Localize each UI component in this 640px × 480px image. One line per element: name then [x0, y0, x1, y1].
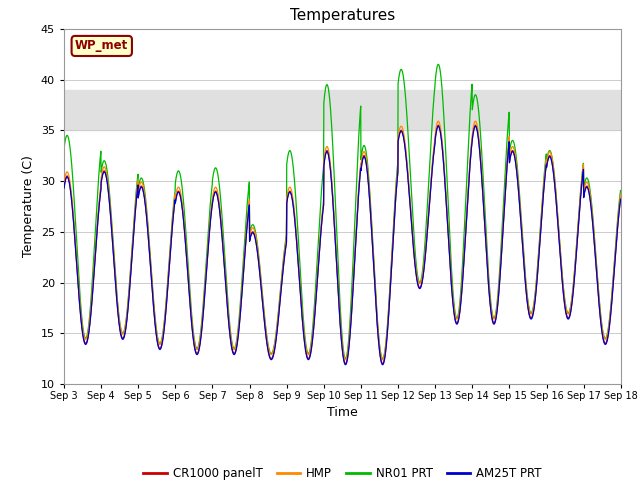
- Text: WP_met: WP_met: [75, 39, 129, 52]
- Bar: [64, 90, 621, 130]
- Legend: CR1000 panelT, HMP, NR01 PRT, AM25T PRT: CR1000 panelT, HMP, NR01 PRT, AM25T PRT: [138, 462, 547, 480]
- Y-axis label: Temperature (C): Temperature (C): [22, 156, 35, 257]
- X-axis label: Time: Time: [327, 407, 358, 420]
- Title: Temperatures: Temperatures: [290, 9, 395, 24]
